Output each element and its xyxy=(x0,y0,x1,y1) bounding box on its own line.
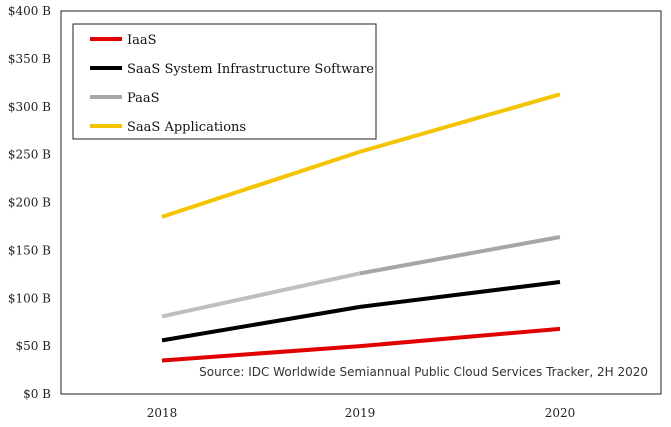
y-tick-label: $150 B xyxy=(8,243,51,257)
series-line xyxy=(161,235,561,319)
legend: IaaS SaaS System Infrastructure Software P… xyxy=(72,23,377,140)
series-segment xyxy=(161,149,361,219)
series-segment xyxy=(161,304,361,343)
series-line xyxy=(161,326,561,363)
series-segment xyxy=(359,235,561,276)
x-axis: 2018 2019 2020 xyxy=(147,406,576,420)
y-tick-label: $50 B xyxy=(15,339,51,353)
y-tick-label: $0 B xyxy=(23,387,51,401)
source-annotation: Source: IDC Worldwide Semiannual Public … xyxy=(199,365,648,379)
x-tick-label: 2020 xyxy=(545,406,576,420)
series-segment xyxy=(161,271,361,319)
y-tick-label: $300 B xyxy=(8,100,51,114)
series-segment xyxy=(161,344,361,363)
y-tick-label: $100 B xyxy=(8,291,51,305)
series-line xyxy=(161,279,561,343)
legend-label: IaaS xyxy=(127,33,157,48)
x-tick-label: 2018 xyxy=(147,406,178,420)
legend-label: PaaS xyxy=(127,91,160,106)
y-tick-label: $250 B xyxy=(8,148,51,162)
series-segment xyxy=(359,279,561,309)
legend-label: SaaS Applications xyxy=(127,120,246,135)
series-segment xyxy=(359,326,561,349)
y-tick-label: $200 B xyxy=(8,196,51,210)
y-tick-label: $400 B xyxy=(8,4,51,18)
legend-label: SaaS System Infrastructure Software xyxy=(127,62,374,77)
x-tick-label: 2019 xyxy=(345,406,376,420)
series-line xyxy=(161,92,561,219)
series-segment xyxy=(359,92,561,154)
y-axis: $0 B $50 B $100 B $150 B $200 B $250 B $300 B $… xyxy=(8,4,51,401)
y-tick-label: $350 B xyxy=(8,52,51,66)
series-lines xyxy=(161,92,561,363)
legend-box xyxy=(72,23,377,140)
